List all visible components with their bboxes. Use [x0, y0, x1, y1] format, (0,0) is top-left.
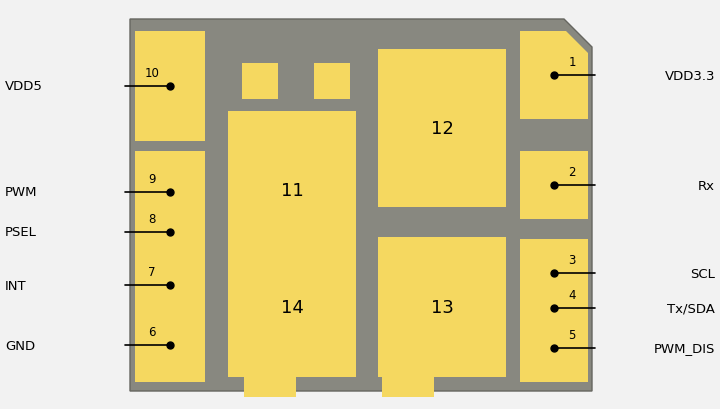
Bar [520, 152, 588, 220]
Bar [135, 152, 205, 234]
Bar [135, 32, 205, 142]
Text: 4: 4 [568, 288, 576, 301]
Text: 11: 11 [281, 182, 303, 200]
Text: 8: 8 [148, 213, 156, 225]
Bar [382, 357, 434, 397]
Text: 14: 14 [281, 298, 303, 316]
Text: GND: GND [5, 339, 35, 352]
Text: 7: 7 [148, 265, 156, 278]
Text: PWM_DIS: PWM_DIS [654, 342, 715, 355]
Bar [520, 314, 588, 382]
Text: 5: 5 [568, 328, 576, 341]
Polygon shape [520, 32, 588, 120]
Polygon shape [130, 20, 592, 391]
Text: Rx: Rx [698, 179, 715, 192]
Bar [244, 357, 296, 397]
Bar [378, 50, 506, 207]
Bar [242, 64, 278, 100]
Text: SCL: SCL [690, 267, 715, 280]
Text: 10: 10 [145, 67, 159, 80]
Text: Tx/SDA: Tx/SDA [667, 302, 715, 315]
Bar [135, 202, 205, 263]
Text: 1: 1 [568, 56, 576, 69]
Text: 9: 9 [148, 173, 156, 186]
Text: 2: 2 [568, 166, 576, 179]
Text: VDD5: VDD5 [5, 80, 43, 93]
Text: 12: 12 [431, 120, 454, 138]
Text: PWM: PWM [5, 186, 37, 199]
Text: PSEL: PSEL [5, 226, 37, 239]
Bar [135, 254, 205, 316]
Bar [378, 237, 506, 377]
Bar [135, 307, 205, 382]
Bar [314, 64, 350, 100]
Bar [520, 274, 588, 342]
Text: VDD3.3: VDD3.3 [665, 70, 715, 82]
Bar [520, 239, 588, 307]
Bar [228, 112, 356, 270]
Text: 13: 13 [431, 298, 454, 316]
Text: 3: 3 [568, 254, 576, 266]
Bar [228, 237, 356, 377]
Text: INT: INT [5, 279, 27, 292]
Text: 6: 6 [148, 325, 156, 338]
